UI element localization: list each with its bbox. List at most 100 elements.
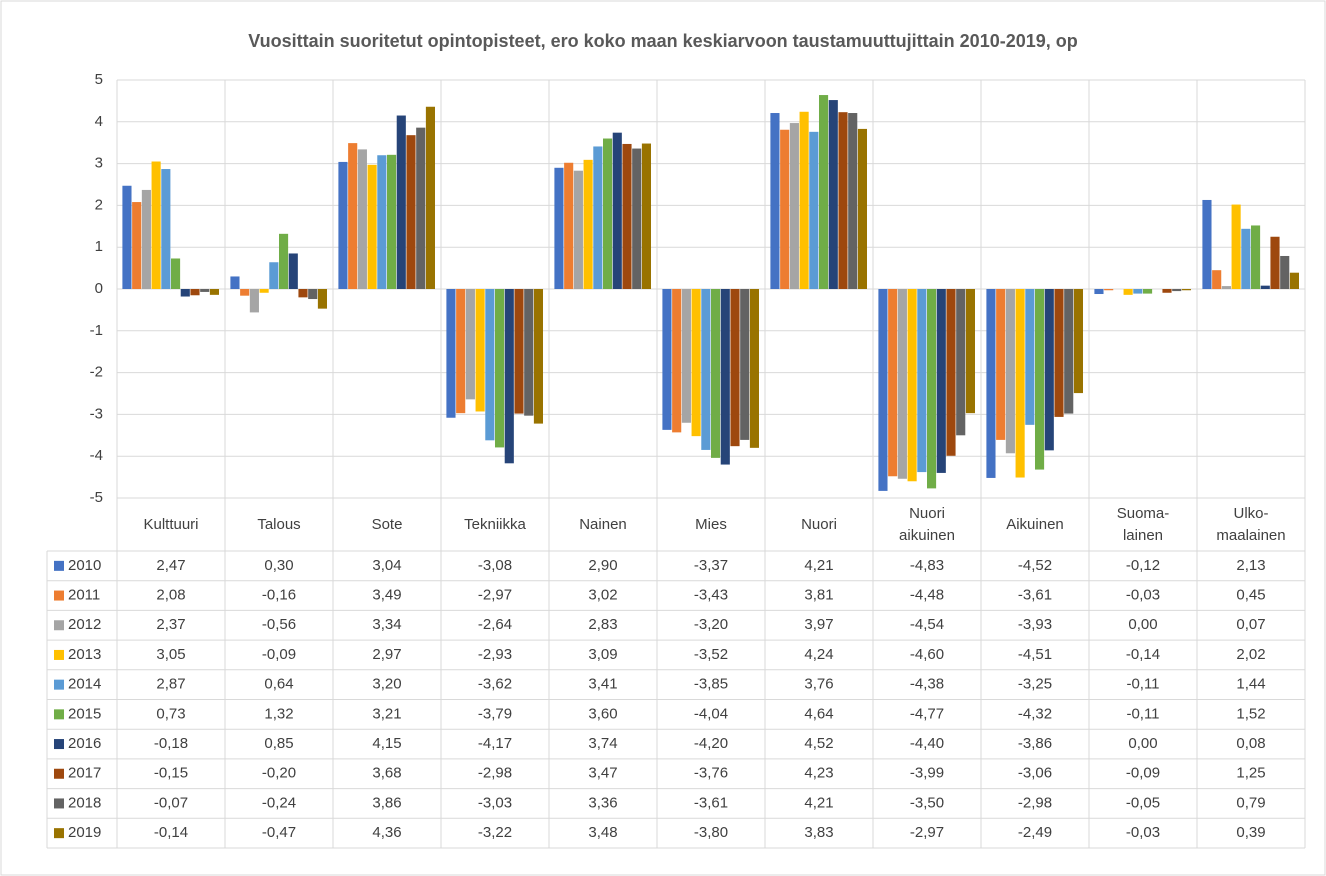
bar — [298, 289, 308, 298]
x-tick-label: Ulko-maalainen — [1216, 505, 1286, 544]
table-value: 4,15 — [372, 735, 401, 752]
table-value: -2,98 — [478, 765, 512, 782]
table-value: 0,73 — [156, 705, 185, 722]
table-value: 4,21 — [804, 794, 833, 811]
table-value: 4,64 — [804, 705, 833, 722]
table-value: 1,32 — [264, 705, 293, 722]
legend-label: 2013 — [68, 646, 101, 663]
legend-label: 2016 — [68, 735, 101, 752]
bar — [416, 127, 426, 289]
table-value: -0,18 — [154, 735, 188, 752]
table-value: -0,05 — [1126, 794, 1160, 811]
table-value: 2,02 — [1236, 646, 1265, 663]
table-value: -4,48 — [910, 587, 944, 604]
table-value: 3,20 — [372, 676, 401, 693]
table-value: -4,52 — [1018, 557, 1052, 574]
y-tick-label: -3 — [90, 405, 103, 422]
table-value: -3,86 — [1018, 735, 1052, 752]
table-value: 3,04 — [372, 557, 401, 574]
table-value: 3,21 — [372, 705, 401, 722]
bar — [927, 289, 937, 489]
table-value: -2,64 — [478, 616, 512, 633]
table-value: 2,87 — [156, 676, 185, 693]
table-value: 3,86 — [372, 794, 401, 811]
table-value: -0,12 — [1126, 557, 1160, 574]
bar — [770, 113, 780, 289]
legend-swatch — [54, 709, 64, 720]
bar — [632, 148, 642, 289]
table-value: -0,14 — [154, 824, 188, 841]
table-value: 3,49 — [372, 587, 401, 604]
legend-label: 2015 — [68, 705, 101, 722]
legend-label: 2014 — [68, 676, 101, 693]
table-value: 3,47 — [588, 765, 617, 782]
table-value: -0,11 — [1126, 705, 1159, 722]
table-value: 0,85 — [264, 735, 293, 752]
bar — [514, 289, 524, 414]
bar — [1241, 228, 1251, 289]
bar — [230, 276, 240, 289]
bar — [1280, 255, 1290, 289]
bar — [819, 95, 829, 289]
bar — [465, 289, 475, 400]
table-value: 3,97 — [804, 616, 833, 633]
bar — [780, 129, 790, 289]
table-value: -3,37 — [694, 557, 728, 574]
table-value: 0,45 — [1236, 587, 1265, 604]
table-value: -4,38 — [910, 676, 944, 693]
y-tick-label: 1 — [95, 238, 103, 255]
x-tick-label: Tekniikka — [464, 516, 526, 533]
bar — [789, 123, 799, 289]
bar — [554, 167, 564, 289]
bar — [641, 143, 651, 289]
bar — [406, 135, 416, 289]
bar — [259, 289, 269, 293]
table-value: -0,14 — [1126, 646, 1160, 663]
bar — [425, 106, 435, 289]
bar — [249, 289, 259, 313]
bar — [279, 233, 289, 289]
table-value: 0,07 — [1236, 616, 1265, 633]
bar — [1162, 289, 1172, 293]
table-value: 4,23 — [804, 765, 833, 782]
bar — [917, 289, 927, 473]
legend-swatch — [54, 590, 64, 601]
bar — [171, 258, 181, 289]
bar — [357, 149, 367, 289]
y-tick-label: -5 — [90, 489, 103, 506]
table-value: -4,17 — [478, 735, 512, 752]
table-value: 0,00 — [1128, 616, 1157, 633]
y-tick-label: -2 — [90, 364, 103, 381]
table-value: 3,76 — [804, 676, 833, 693]
bar — [1044, 289, 1054, 451]
bar — [240, 289, 250, 296]
table-value: 1,25 — [1236, 765, 1265, 782]
y-tick-label: 0 — [95, 280, 103, 297]
bar — [141, 189, 151, 289]
table-value: 4,52 — [804, 735, 833, 752]
table-value: 3,02 — [588, 587, 617, 604]
table-value: -3,25 — [1018, 676, 1052, 693]
table-value: -3,03 — [478, 794, 512, 811]
table-value: 0,39 — [1236, 824, 1265, 841]
bar — [573, 170, 583, 289]
bar — [338, 161, 348, 289]
legend-swatch — [54, 798, 64, 809]
table-value: 0,64 — [264, 676, 293, 693]
bar — [524, 289, 534, 416]
legend-swatch — [54, 620, 64, 631]
x-tick-label: Talous — [257, 516, 301, 533]
legend-label: 2018 — [68, 794, 101, 811]
bar — [1270, 236, 1280, 289]
bar — [317, 289, 327, 309]
table-value: -3,52 — [694, 646, 728, 663]
legend-label: 2010 — [68, 557, 101, 574]
table-value: 0,08 — [1236, 735, 1265, 752]
bar — [564, 162, 574, 289]
legend-label: 2017 — [68, 765, 101, 782]
bar — [1025, 289, 1035, 425]
table-value: -4,51 — [1018, 646, 1052, 663]
table-value: -3,61 — [1018, 587, 1052, 604]
bar — [1289, 272, 1299, 289]
x-tick-label: Mies — [695, 516, 727, 533]
